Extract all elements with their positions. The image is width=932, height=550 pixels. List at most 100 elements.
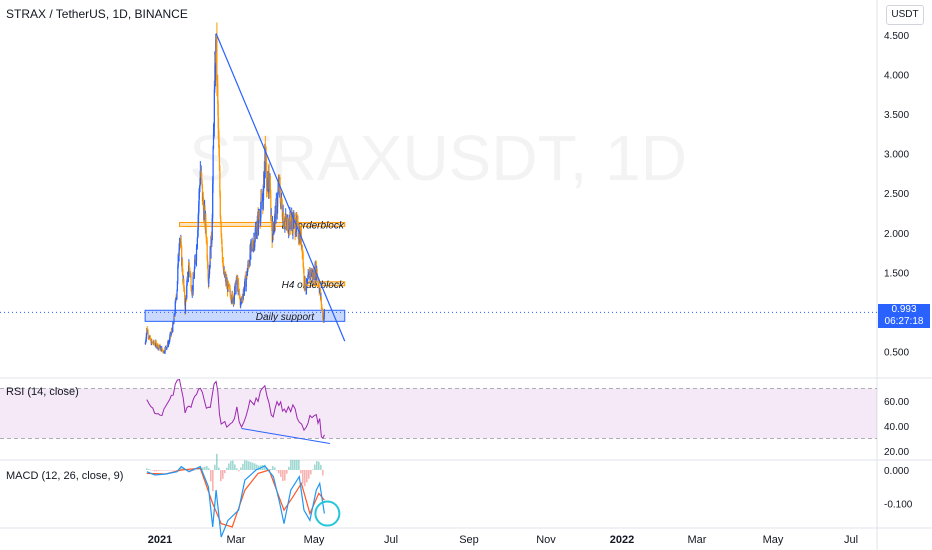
candle-body (178, 248, 180, 256)
candle-body (277, 189, 279, 195)
candle-body (277, 194, 279, 207)
candle-body (199, 184, 201, 188)
candle-body (320, 297, 322, 306)
macd-histogram-bar (284, 470, 286, 481)
candle-body (265, 162, 268, 188)
rsi-tick-label: 20.00 (884, 447, 909, 458)
price-tick-label: 2.500 (884, 189, 909, 200)
macd-histogram-bar (258, 465, 260, 470)
candle-body (218, 156, 221, 171)
candle-body (281, 207, 283, 218)
candle-body (153, 340, 155, 344)
macd-histogram-bar (274, 467, 276, 470)
macd-histogram-bar (286, 470, 288, 474)
candle-body (212, 183, 214, 218)
price-tick-label: 4.500 (884, 31, 909, 42)
candle-body (263, 161, 266, 185)
macd-histogram-bar (310, 470, 312, 475)
candle-body (209, 268, 211, 270)
time-tick-label: Mar (227, 534, 246, 546)
macd-histogram-bar (204, 466, 206, 470)
zone-label: Daily support (256, 312, 316, 323)
macd-histogram-bar (232, 460, 234, 470)
candle-body (172, 323, 174, 333)
candle-body (190, 288, 193, 292)
candle-body (221, 239, 223, 251)
macd-histogram-bar (238, 470, 240, 472)
candle-body (238, 290, 241, 296)
macd-histogram-bar (150, 469, 152, 471)
candle-body (304, 276, 306, 289)
time-tick-label: Nov (536, 534, 556, 546)
macd-histogram-bar (320, 464, 322, 470)
macd-histogram-bar (270, 468, 272, 470)
zone-label: H4 orderblock (282, 280, 345, 291)
candle-body (206, 240, 208, 259)
candle-body (192, 276, 194, 292)
candle-body (273, 229, 275, 234)
macd-histogram-bar (226, 467, 228, 470)
macd-histogram-bar (304, 470, 306, 487)
macd-histogram-bar (300, 470, 302, 474)
price-tick-label: 1.500 (884, 268, 909, 279)
rsi-line (146, 379, 325, 439)
candle-body (256, 220, 258, 232)
candle-body (308, 273, 310, 275)
candle-body (188, 262, 190, 269)
macd-histogram-bar (220, 470, 222, 482)
candle-body (270, 195, 272, 217)
current-price: 0.993 (891, 304, 917, 315)
macd-histogram-bar (230, 460, 232, 470)
macd-histogram-bar (148, 469, 150, 470)
macd-histogram-bar (302, 470, 304, 484)
time-tick-label: May (304, 534, 325, 546)
candle-body (186, 279, 188, 286)
price-tick-label: 3.000 (884, 150, 909, 161)
macd-histogram-bar (298, 459, 300, 470)
macd-histogram-bar (264, 464, 266, 470)
zone-label: D1 orderblock (282, 220, 345, 231)
candle-body (282, 213, 285, 224)
macd-histogram-bar (182, 467, 184, 470)
watermark: STRAXUSDT, 1D (189, 122, 687, 194)
candle-body (201, 172, 203, 180)
time-tick-label: May (763, 534, 784, 546)
candle-body (181, 260, 184, 274)
macd-histogram-bar (312, 469, 314, 470)
macd-histogram-bar (314, 464, 316, 470)
macd-histogram-bar (214, 464, 216, 470)
candle-body (294, 219, 296, 235)
macd-histogram-bar (254, 463, 256, 470)
candle-body (302, 253, 304, 267)
macd-histogram-bar (228, 463, 230, 470)
candle-body (235, 283, 237, 293)
macd-histogram-bar (198, 468, 200, 470)
time-tick-label: Jul (384, 534, 398, 546)
candle-body (300, 231, 303, 248)
candle-body (275, 202, 277, 224)
candle-body (201, 179, 203, 185)
candle-body (211, 217, 213, 240)
macd-histogram-bar (246, 460, 248, 470)
candle-body (207, 267, 209, 278)
macd-histogram-bar (164, 470, 166, 471)
price-tick-label: 3.500 (884, 110, 909, 121)
candle-body (232, 293, 234, 297)
candle-body (242, 293, 244, 299)
candle-body (212, 149, 214, 184)
rsi-band (0, 388, 877, 439)
macd-histogram-bar (290, 460, 292, 470)
candle-body (220, 233, 223, 240)
candle-body (244, 278, 246, 287)
macd-histogram-bar (194, 470, 196, 471)
candle-body (156, 343, 158, 348)
macd-histogram-bar (180, 467, 182, 470)
macd-histogram-bar (272, 466, 274, 470)
currency-button[interactable]: USDT (886, 5, 924, 25)
zone-2 (144, 309, 346, 322)
rsi-tick-label: 40.00 (884, 422, 909, 433)
chart-title: STRAX / TetherUS, 1D, BINANCE (6, 7, 188, 21)
candle-body (201, 184, 204, 201)
macd-histogram-bar (244, 460, 246, 470)
